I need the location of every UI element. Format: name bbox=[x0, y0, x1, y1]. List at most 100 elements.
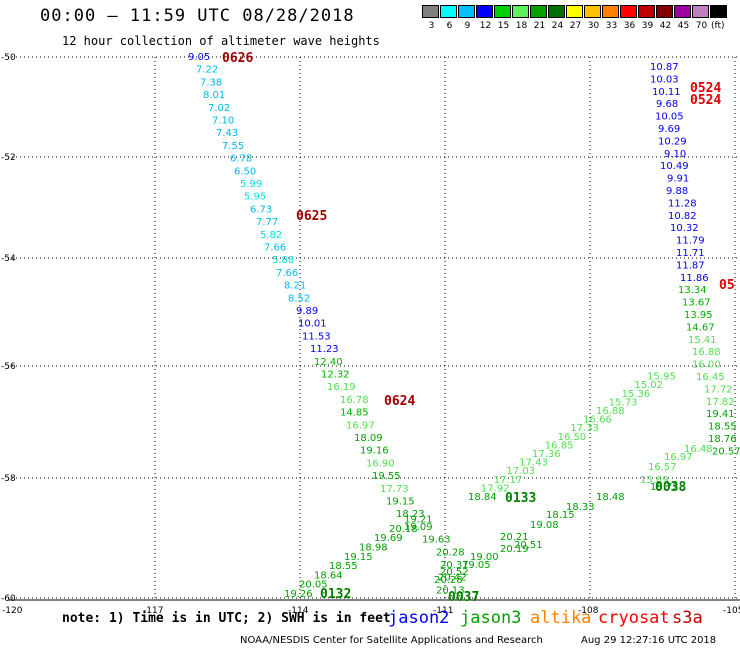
legend-label: 45 bbox=[677, 21, 690, 31]
pass-0133-value: 17.33 bbox=[570, 423, 599, 434]
pass-0626-value: 9.89 bbox=[296, 306, 318, 317]
legend-label: 70 bbox=[695, 21, 708, 31]
pass-0626-value: 6.73 bbox=[250, 204, 272, 215]
pass-0038-value: 20.51 bbox=[514, 540, 543, 551]
legend-label: 39 bbox=[641, 21, 654, 31]
satellite-cryosat-label: cryosat bbox=[598, 608, 670, 628]
legend-swatch bbox=[620, 5, 637, 18]
legend-swatch bbox=[638, 5, 655, 18]
pass-0132-value: 20.18 bbox=[389, 524, 418, 535]
longitude-tick-label: -111 bbox=[433, 606, 453, 616]
pass-0524-value: 18.55 bbox=[708, 422, 737, 433]
pass-0133-value: 15.73 bbox=[609, 397, 638, 408]
axis-ticks: -50 -52 -54 -56 -58 -60 -120 -117 -114 -111 -108 -1… bbox=[1, 53, 740, 616]
legend-swatch bbox=[584, 5, 601, 18]
pass-0524-value: 19.41 bbox=[706, 409, 735, 420]
pass-0524-value: 10.32 bbox=[670, 223, 699, 234]
pass-0038-value: 18.48 bbox=[596, 492, 625, 503]
pass-0133-value: 17.92 bbox=[481, 483, 510, 494]
pass-0038-value: 20.52 bbox=[440, 567, 469, 578]
legend-label: 27 bbox=[569, 21, 582, 31]
pass-0626-value: 7.66 bbox=[276, 268, 298, 279]
pass-0524-value: 9.91 bbox=[667, 174, 689, 185]
pass-0524-value: 11.28 bbox=[668, 198, 697, 209]
pass-0038-value: 19.08 bbox=[530, 520, 559, 531]
pass-0133-value: 17.17 bbox=[494, 475, 523, 486]
pass-0132-value: 19.21 bbox=[404, 515, 433, 526]
latitude-tick-label: -56 bbox=[1, 362, 16, 372]
pass-0524-value: 16.00 bbox=[692, 360, 721, 371]
pass-0524-value: 10.49 bbox=[660, 161, 689, 172]
pass-0626-value: 18.09 bbox=[354, 433, 383, 444]
pass-0133-value: 16.66 bbox=[583, 415, 612, 426]
legend-label: 42 bbox=[659, 21, 672, 31]
pass-0626-value: 8.21 bbox=[284, 281, 306, 292]
legend-label: 33 bbox=[605, 21, 618, 31]
pass-0524-value: 9.10 bbox=[664, 149, 686, 160]
pass-id-label: 0038 bbox=[655, 480, 686, 495]
legend-unit: (ft) bbox=[711, 21, 725, 31]
pass-0038-value: 18.15 bbox=[546, 510, 575, 521]
pass-0626-value: 5.95 bbox=[244, 192, 266, 203]
pass-0626-value: 19.63 bbox=[422, 535, 451, 546]
pass-0038-value: 20.21 bbox=[500, 532, 529, 543]
pass-0133-value: 15.95 bbox=[647, 372, 676, 383]
longitude-tick-label: -105 bbox=[723, 606, 740, 616]
pass-0626-value: 19.09 bbox=[404, 522, 433, 533]
legend-swatch bbox=[512, 5, 529, 18]
pass-0524-value: 11.86 bbox=[680, 273, 709, 284]
latitude-tick-label: -60 bbox=[1, 594, 16, 604]
pass-0626-value: 16.97 bbox=[346, 420, 375, 431]
color-legend: 3 6 9 12 15 18 21 24 27 30 33 36 39 42 45 70 (ft) bbox=[422, 5, 732, 35]
legend-swatch bbox=[566, 5, 583, 18]
pass-0524-value: 9.68 bbox=[656, 99, 678, 110]
pass-0524-value: 20.57 bbox=[712, 446, 740, 457]
legend-swatch bbox=[656, 5, 673, 18]
pass-0626-value: 19.15 bbox=[386, 497, 415, 508]
satellite-jason2-label: jason2 bbox=[388, 608, 450, 628]
pass-0038-value: 20.19 bbox=[500, 544, 529, 555]
pass-0626-value: 11.53 bbox=[302, 331, 331, 342]
pass-0132-value: 18.64 bbox=[314, 570, 343, 581]
pass-id-label: 0626 bbox=[222, 51, 253, 66]
pass-0524-value: 11.71 bbox=[676, 248, 705, 259]
legend-label: 30 bbox=[587, 21, 600, 31]
legend-swatch bbox=[548, 5, 565, 18]
pass-0626-value: 17.73 bbox=[380, 484, 409, 495]
pass-0626-value: 5.99 bbox=[240, 179, 262, 190]
pass-0626-value: 20.37 bbox=[440, 560, 469, 571]
pass-0626-value: 7.43 bbox=[216, 128, 238, 139]
pass-0132-value: 19.15 bbox=[344, 552, 373, 563]
pass-0626-value: 16.19 bbox=[327, 382, 356, 393]
pass-0038-value: 15.69 bbox=[640, 475, 669, 486]
pass-id-label: 0524 bbox=[690, 93, 721, 108]
map-grid bbox=[8, 56, 740, 601]
pass-0626-value: 7.22 bbox=[196, 65, 218, 76]
pass-0626-value: 7.77 bbox=[256, 217, 278, 228]
pass-0524-value: 11.87 bbox=[676, 260, 705, 271]
pass-0132-value: 19.26 bbox=[284, 589, 313, 600]
pass-0038-value: 16.57 bbox=[648, 462, 677, 473]
units-note: note: 1) Time is in UTC; 2) SWH is in fe… bbox=[62, 611, 391, 626]
altimeter-tracks: 9.05 7.227.38 8.01 7.02 7.107.43 7.55 6.786.50… bbox=[188, 52, 740, 600]
pass-0524-value: 14.67 bbox=[686, 322, 715, 333]
pass-0626-value: 20.13 bbox=[436, 585, 465, 596]
pass-0626-value: 8.01 bbox=[203, 90, 225, 101]
legend-label: 21 bbox=[533, 21, 546, 31]
legend-swatch bbox=[458, 5, 475, 18]
map-subtitle: 12 hour collection of altimeter wave hei… bbox=[62, 34, 380, 48]
legend-label: 36 bbox=[623, 21, 636, 31]
pass-0626-value: 11.23 bbox=[310, 344, 339, 355]
footer-timestamp: Aug 29 12:27:16 UTC 2018 bbox=[581, 635, 717, 646]
pass-0524-value: 10.03 bbox=[650, 74, 679, 85]
legend-label: 3 bbox=[428, 21, 435, 31]
pass-0133-value: 17.03 bbox=[506, 466, 535, 477]
legend-label: 12 bbox=[479, 21, 492, 31]
pass-0524-value: 10.05 bbox=[655, 112, 684, 123]
latitude-tick-label: -54 bbox=[1, 254, 16, 264]
pass-0524-value: 13.67 bbox=[682, 298, 711, 309]
legend-swatch bbox=[692, 5, 709, 18]
pass-0132-value: 18.55 bbox=[329, 561, 358, 572]
pass-0524-value: 9.88 bbox=[666, 186, 688, 197]
